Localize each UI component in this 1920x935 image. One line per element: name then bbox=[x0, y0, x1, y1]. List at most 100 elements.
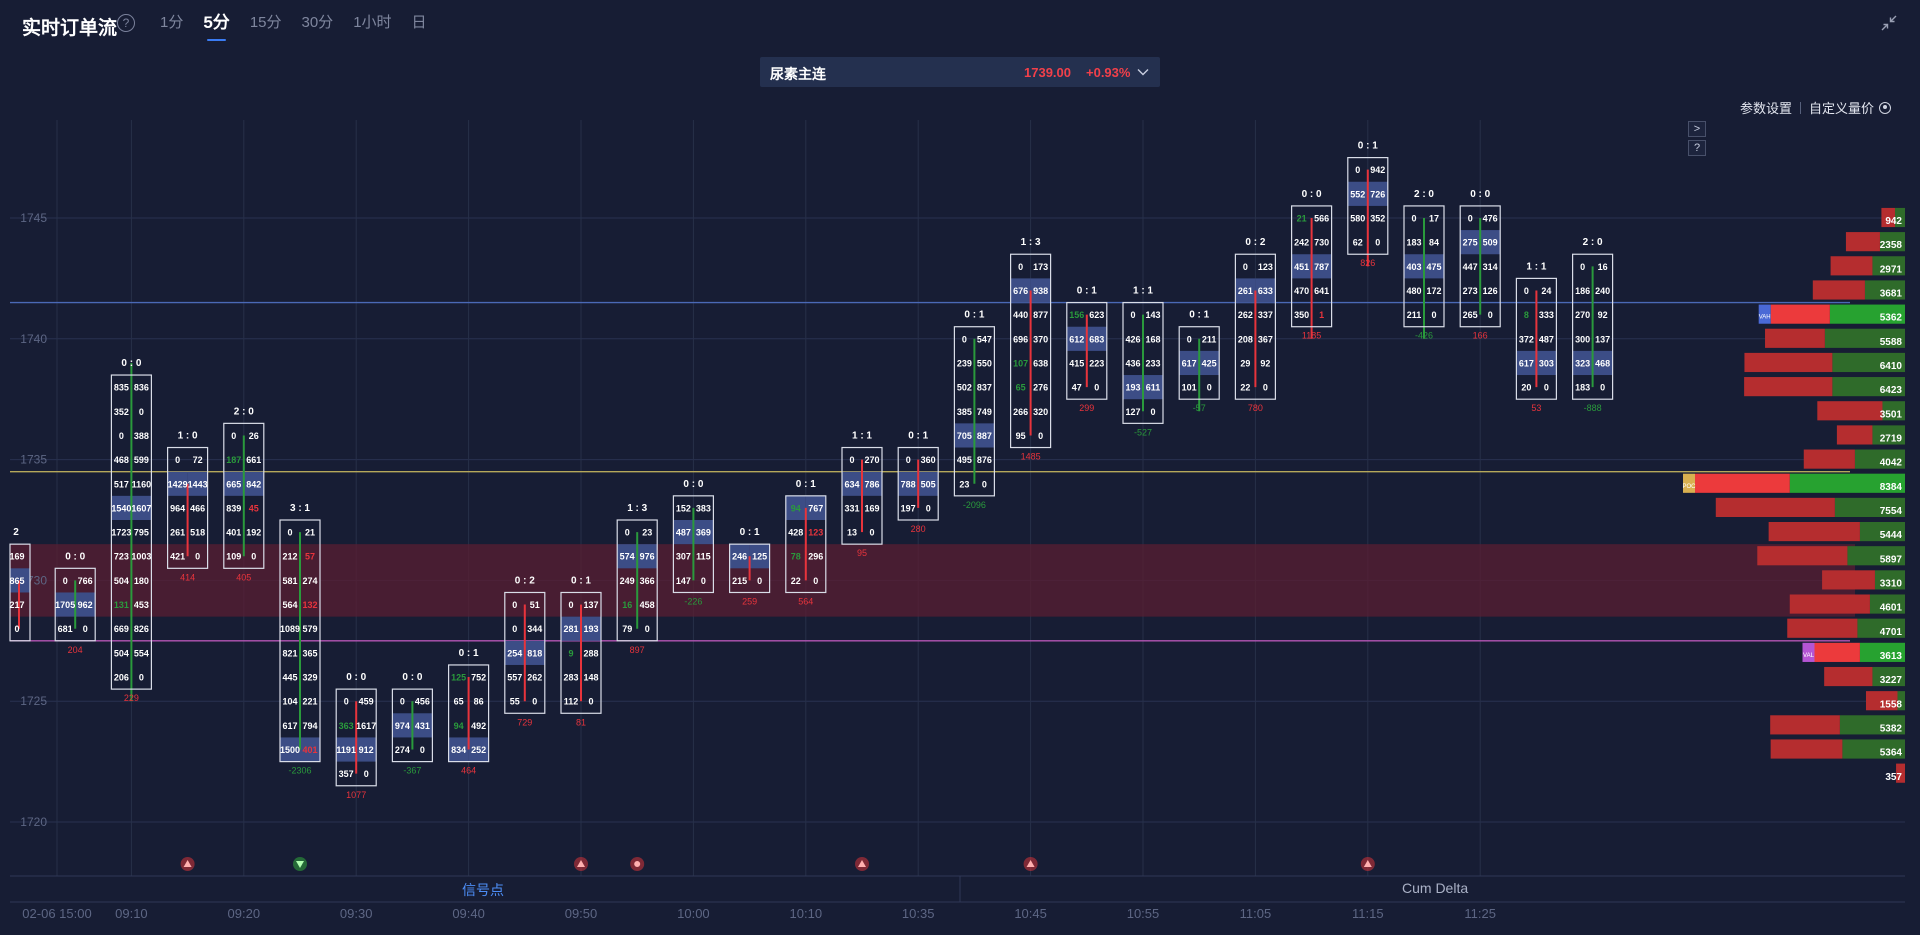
bid-volume: 275 bbox=[1463, 238, 1478, 248]
bid-volume: 95 bbox=[1016, 431, 1026, 441]
imbalance-label: 1 : 1 bbox=[1133, 286, 1153, 297]
profile-bar-sell bbox=[1817, 401, 1883, 421]
signal-points-label[interactable]: 信号点 bbox=[462, 882, 504, 898]
ask-volume: 92 bbox=[1598, 310, 1608, 320]
profile-total-label: 5588 bbox=[1880, 337, 1903, 348]
ask-volume: 0 bbox=[195, 552, 200, 562]
profile-bar-buy bbox=[1829, 304, 1905, 324]
profile-total-label: 3613 bbox=[1880, 651, 1903, 662]
imbalance-label: 2 : 0 bbox=[234, 406, 254, 417]
candle-border bbox=[1066, 301, 1108, 400]
symbol-selector[interactable]: 尿素主连 1739.00 +0.93% bbox=[760, 57, 1160, 87]
bid-volume: 705 bbox=[957, 431, 972, 441]
delta-label: 81 bbox=[576, 717, 586, 727]
profile-bar-buy bbox=[1789, 473, 1905, 493]
ask-volume: 16 bbox=[1598, 262, 1608, 272]
profile-bar-sell bbox=[1770, 304, 1830, 324]
bid-volume: 834 bbox=[451, 745, 466, 755]
bid-volume: 0 bbox=[1580, 262, 1585, 272]
y-tick-label: 1720 bbox=[20, 815, 47, 829]
bid-volume: 403 bbox=[1406, 262, 1421, 272]
highlight-cell bbox=[1086, 326, 1107, 351]
ask-volume: 0 bbox=[757, 576, 762, 586]
tab-15min[interactable]: 15分 bbox=[249, 14, 282, 31]
profile-total-label: 2719 bbox=[1880, 434, 1903, 445]
ask-volume: 1617 bbox=[356, 721, 376, 731]
params-settings-link[interactable]: 参数设置 bbox=[1740, 101, 1793, 116]
chart-help-button[interactable]: ? bbox=[1688, 140, 1706, 156]
bid-volume: 281 bbox=[563, 624, 578, 634]
bid-volume: 246 bbox=[732, 552, 747, 562]
highlight-cell bbox=[448, 737, 469, 762]
profile-total-label: 5364 bbox=[1880, 748, 1903, 759]
ask-volume: 0 bbox=[1038, 431, 1043, 441]
x-tick-label: 09:20 bbox=[228, 906, 261, 921]
profile-bar-sell bbox=[1770, 715, 1840, 735]
bid-volume: 1540 bbox=[111, 503, 131, 513]
collapse-icon[interactable] bbox=[1880, 14, 1898, 32]
bid-volume: 273 bbox=[1463, 286, 1478, 296]
bid-volume: 451 bbox=[1294, 262, 1309, 272]
ask-volume: 296 bbox=[808, 552, 823, 562]
bid-volume: 421 bbox=[170, 552, 185, 562]
profile-bar-buy bbox=[1834, 497, 1905, 517]
bid-volume: 436 bbox=[1125, 358, 1140, 368]
bid-volume: 865 bbox=[9, 576, 24, 586]
highlight-cell bbox=[581, 616, 601, 641]
bid-volume: 331 bbox=[844, 503, 859, 513]
profile-bar-sell bbox=[1757, 546, 1848, 566]
delta-label: -2096 bbox=[963, 500, 986, 510]
ask-volume: 172 bbox=[1426, 286, 1441, 296]
ask-volume: 818 bbox=[527, 648, 542, 658]
tab-1hour[interactable]: 1小时 bbox=[353, 14, 392, 31]
imbalance-label: 0 : 0 bbox=[121, 358, 141, 369]
tab-day[interactable]: 日 bbox=[411, 14, 427, 31]
highlight-cell bbox=[524, 640, 545, 665]
expand-right-button[interactable]: > bbox=[1688, 121, 1706, 137]
bid-volume: 363 bbox=[339, 721, 354, 731]
tab-5min[interactable]: 5分 bbox=[203, 13, 230, 41]
grid bbox=[10, 120, 1905, 876]
bid-volume: 300 bbox=[1575, 334, 1590, 344]
bid-volume: 211 bbox=[1407, 310, 1422, 320]
bid-volume: 401 bbox=[226, 528, 241, 538]
highlight-cell bbox=[187, 471, 208, 496]
imbalance-label: 1 : 3 bbox=[1021, 237, 1041, 248]
ask-volume: 329 bbox=[302, 673, 317, 683]
ask-volume: 0 bbox=[364, 769, 369, 779]
signal-up-arrow-icon bbox=[183, 860, 192, 867]
bid-volume: 249 bbox=[620, 576, 635, 586]
bid-volume: 0 bbox=[512, 624, 517, 634]
delta-label: 564 bbox=[798, 596, 813, 606]
tab-1min[interactable]: 1分 bbox=[160, 14, 184, 31]
footprint-candle: 0 17 183 84 403 475 480 172 211 0 2 : 0 -426 bbox=[1403, 189, 1445, 341]
highlight-cell bbox=[1592, 350, 1613, 376]
profile-bar-buy bbox=[1872, 666, 1905, 687]
cum-delta-label[interactable]: Cum Delta bbox=[1402, 880, 1469, 896]
highlight-cell bbox=[55, 592, 76, 617]
tab-30min[interactable]: 30分 bbox=[301, 14, 334, 31]
custom-volume-price-link[interactable]: 自定义量价 bbox=[1809, 101, 1875, 116]
highlight-cell bbox=[637, 544, 658, 569]
profile-tag-label: POC bbox=[1682, 484, 1696, 490]
help-icon[interactable]: ? bbox=[117, 14, 135, 32]
chevron-down-icon[interactable] bbox=[1136, 65, 1150, 79]
delta-label: 405 bbox=[236, 572, 251, 582]
x-tick-label: 09:30 bbox=[340, 906, 373, 921]
candle-border bbox=[504, 591, 546, 714]
ask-volume: 240 bbox=[1595, 286, 1610, 296]
ask-volume: 148 bbox=[583, 673, 598, 683]
settings-gear-icon[interactable] bbox=[1879, 101, 1892, 114]
candle-border bbox=[223, 422, 265, 569]
highlight-cell bbox=[954, 423, 975, 448]
ask-volume: 0 bbox=[1150, 407, 1155, 417]
candle-border bbox=[9, 543, 31, 642]
profile-bar-sell bbox=[1768, 522, 1860, 542]
signal-down-arrow-icon bbox=[296, 861, 304, 868]
profile-total-label: 6423 bbox=[1880, 385, 1903, 396]
ask-volume: 303 bbox=[1539, 358, 1554, 368]
candle-border bbox=[1571, 253, 1614, 400]
ask-volume: 333 bbox=[1539, 310, 1554, 320]
ask-volume: 641 bbox=[1314, 286, 1329, 296]
